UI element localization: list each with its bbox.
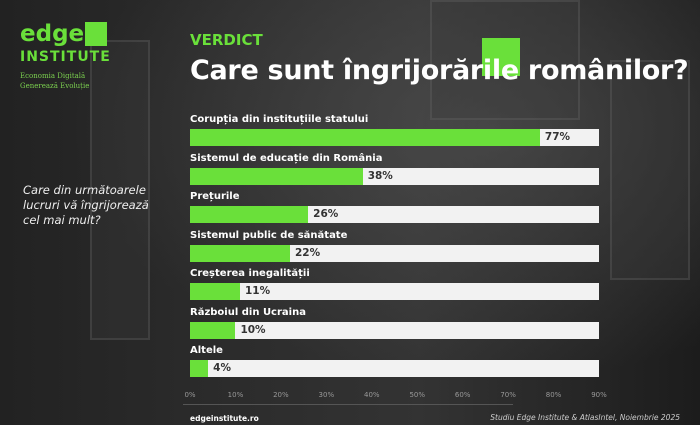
category-label: Corupția din instituțiile statului bbox=[190, 114, 369, 125]
data-label: 4% bbox=[213, 362, 231, 374]
background-shelf bbox=[90, 40, 150, 340]
data-label: 11% bbox=[244, 285, 271, 297]
x-tick-label: 10% bbox=[227, 391, 244, 399]
data-label: 22% bbox=[294, 246, 321, 259]
bar-row: Creșterea inegalității 11% bbox=[190, 268, 599, 300]
data-label: 77% bbox=[544, 131, 571, 143]
logo-word: edge bbox=[20, 21, 85, 47]
tagline: Economia Digitală bbox=[20, 72, 86, 80]
bar-row: Sistemul public de sănătate 22% bbox=[190, 230, 599, 262]
x-tick-label: 80% bbox=[545, 391, 562, 399]
bar-row: Altele 4% bbox=[190, 345, 599, 377]
survey-question: Care din următoarele lucruri vă îngrijor… bbox=[23, 183, 149, 227]
bar bbox=[190, 360, 209, 377]
footer-divider bbox=[183, 404, 513, 405]
bar bbox=[190, 283, 240, 300]
bar-row: Corupția din instituțiile statului 77% bbox=[190, 114, 599, 146]
logo-sub: INSTITUTE bbox=[20, 49, 111, 65]
bar bbox=[190, 321, 236, 339]
chart-title: Care sunt îngrijorările românilor? bbox=[190, 55, 689, 86]
x-tick-label: 30% bbox=[318, 391, 335, 399]
bar-row: Sistemul de educație din România 38% bbox=[190, 153, 599, 185]
section-label: VERDICT bbox=[190, 31, 263, 49]
category-label: Altele bbox=[190, 345, 223, 356]
bar-row: Războiul din Ucraina 10% bbox=[190, 307, 599, 339]
x-tick-label: 40% bbox=[363, 391, 380, 399]
bar-track: 77% bbox=[190, 129, 599, 146]
data-label: 10% bbox=[240, 323, 266, 336]
x-tick-label: 70% bbox=[500, 391, 516, 399]
accent-square bbox=[482, 38, 520, 76]
bar bbox=[190, 244, 290, 262]
bar-row: Prețurile 26% bbox=[190, 191, 599, 223]
bar bbox=[190, 167, 363, 185]
category-label: Sistemul de educație din România bbox=[190, 152, 383, 164]
tagline: Generează Evoluție bbox=[20, 82, 90, 90]
bar-track: 26% bbox=[190, 206, 599, 223]
data-label: 38% bbox=[367, 169, 393, 182]
data-label: 26% bbox=[313, 208, 339, 220]
bar-track: 10% bbox=[190, 321, 599, 339]
x-tick-label: 0% bbox=[184, 391, 196, 399]
bar-track: 11% bbox=[190, 283, 599, 300]
bar-track: 4% bbox=[190, 360, 599, 377]
bar bbox=[190, 129, 540, 146]
x-tick-label: 60% bbox=[454, 391, 471, 399]
background-shelf bbox=[610, 60, 690, 280]
logo-square bbox=[85, 22, 108, 46]
bar-track: 38% bbox=[190, 167, 599, 185]
category-label: Creșterea inegalității bbox=[190, 268, 310, 279]
category-label: Sistemul public de sănătate bbox=[190, 229, 348, 241]
source-note: Studiu Edge Institute & AtlasIntel, Noie… bbox=[490, 413, 680, 422]
website-link[interactable]: edgeinstitute.ro bbox=[190, 414, 259, 423]
x-tick-label: 50% bbox=[409, 391, 425, 399]
bar-track: 22% bbox=[190, 244, 599, 262]
bar bbox=[190, 206, 309, 223]
x-tick-label: 90% bbox=[591, 391, 607, 399]
logo: edge INSTITUTE Economia Digitală Genereaz… bbox=[20, 22, 111, 91]
x-tick-label: 20% bbox=[273, 391, 289, 399]
category-label: Prețurile bbox=[190, 191, 240, 202]
category-label: Războiul din Ucraina bbox=[190, 306, 306, 318]
